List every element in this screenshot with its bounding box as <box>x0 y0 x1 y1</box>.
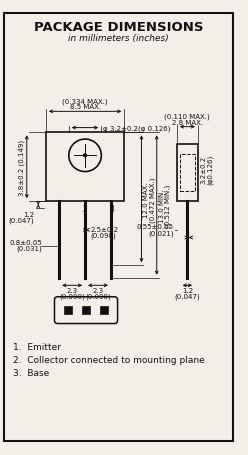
Bar <box>177 145 198 202</box>
Text: (0.031): (0.031) <box>16 245 42 252</box>
Bar <box>64 307 72 314</box>
Text: 3: 3 <box>109 205 114 213</box>
Text: 8.5 MAX.: 8.5 MAX. <box>69 104 101 110</box>
Bar <box>180 154 195 192</box>
Text: 3.8±0.2 (0.149): 3.8±0.2 (0.149) <box>18 139 25 195</box>
Text: 0.8±0.05: 0.8±0.05 <box>9 240 42 246</box>
Text: 0.55±0.05: 0.55±0.05 <box>137 223 174 229</box>
FancyBboxPatch shape <box>55 297 118 324</box>
Circle shape <box>69 140 101 172</box>
Text: (0.047): (0.047) <box>9 217 34 223</box>
Text: 13.0 MIN.: 13.0 MIN. <box>159 189 165 222</box>
Text: (0.090): (0.090) <box>59 293 85 300</box>
Text: 1: 1 <box>56 205 61 213</box>
Text: 2: 2 <box>83 205 88 213</box>
Text: 1.  Emitter: 1. Emitter <box>13 342 62 351</box>
Bar <box>46 133 124 202</box>
Circle shape <box>84 155 87 157</box>
Text: 2.5±0.2: 2.5±0.2 <box>90 227 118 233</box>
Text: (0.047): (0.047) <box>175 293 200 300</box>
Text: 3.2±0.2: 3.2±0.2 <box>201 155 207 183</box>
Bar <box>82 307 90 314</box>
Text: 2.  Collector connected to mounting plane: 2. Collector connected to mounting plane <box>13 355 205 364</box>
Text: 1.2: 1.2 <box>23 211 34 217</box>
Text: 3.  Base: 3. Base <box>13 369 50 378</box>
Text: 1.2: 1.2 <box>182 288 193 293</box>
Text: (0.512 MIN.): (0.512 MIN.) <box>164 184 171 227</box>
Bar <box>100 307 108 314</box>
Text: 2.8 MAX.: 2.8 MAX. <box>172 120 203 126</box>
Text: 2.3: 2.3 <box>93 288 103 293</box>
Text: (0.021): (0.021) <box>148 230 174 237</box>
Text: 12.0 MAX.: 12.0 MAX. <box>143 182 149 217</box>
Text: φ 3.2±0.2(φ 0.126): φ 3.2±0.2(φ 0.126) <box>103 125 171 131</box>
Text: (0.098): (0.098) <box>90 232 116 238</box>
Text: (0.472 MAX.): (0.472 MAX.) <box>149 177 155 222</box>
Text: PACKAGE DIMENSIONS: PACKAGE DIMENSIONS <box>34 21 203 34</box>
Text: (0.110 MAX.): (0.110 MAX.) <box>164 113 210 120</box>
Text: (0.334 MAX.): (0.334 MAX.) <box>62 98 108 105</box>
Text: 2.3: 2.3 <box>67 288 78 293</box>
Text: in millimeters (inches): in millimeters (inches) <box>68 34 169 43</box>
Text: (φ0.126): (φ0.126) <box>207 154 213 184</box>
Text: (0.090): (0.090) <box>85 293 111 300</box>
